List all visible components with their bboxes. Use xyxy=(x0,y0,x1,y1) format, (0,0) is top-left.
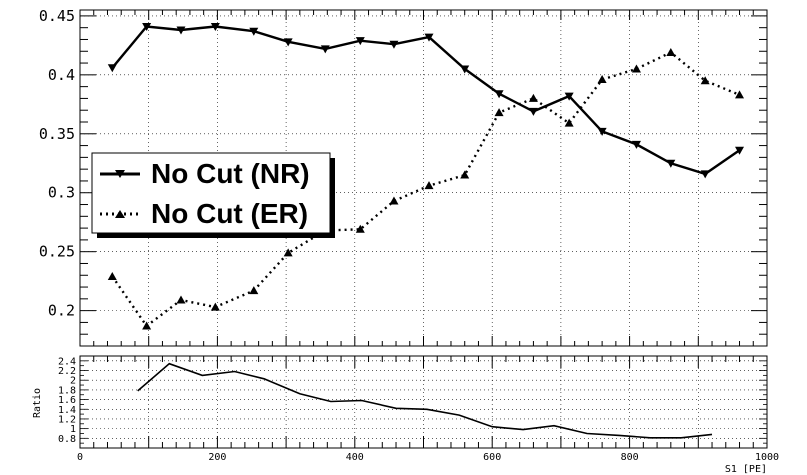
legend-entry-er: No Cut (ER) xyxy=(100,198,308,229)
ratio-plot-ticks: 2.42.221.81.61.41.210.80 200 400 600 800 1000 xyxy=(58,356,779,463)
main-plot-series xyxy=(107,23,745,330)
point-nr xyxy=(700,170,710,179)
ratio-y-tick-label: 2.2 xyxy=(58,366,76,377)
point-nr xyxy=(528,107,538,116)
ratio-series-line xyxy=(137,362,713,439)
ratio-y-tick-label: 1.8 xyxy=(58,385,76,396)
x-axis-label: S1 [PE] xyxy=(725,464,767,475)
y-tick-label: 0.25 xyxy=(39,243,75,261)
point-nr xyxy=(176,26,186,35)
point-nr xyxy=(249,27,259,36)
point-er xyxy=(528,93,538,102)
x-tick-label: 200 xyxy=(208,452,226,463)
ratio-plot-grid xyxy=(80,356,767,448)
legend: No Cut (NR) No Cut (ER) xyxy=(91,152,335,238)
ratio-y-tick-label: 1.2 xyxy=(58,414,76,425)
point-er xyxy=(249,286,259,295)
legend-box xyxy=(91,152,331,234)
point-er xyxy=(666,47,676,56)
point-nr xyxy=(631,140,641,149)
main-plot-ticks: 0.45 0.4 0.35 0.3 0.25 0.2 xyxy=(39,7,767,346)
point-nr xyxy=(210,23,220,32)
point-nr xyxy=(424,33,434,42)
ratio-y-axis-label: Ratio xyxy=(32,388,43,418)
point-er xyxy=(142,321,152,330)
legend-nr-label: No Cut (NR) xyxy=(151,158,310,189)
point-nr xyxy=(320,45,330,54)
point-er xyxy=(700,76,710,85)
point-er xyxy=(389,196,399,205)
point-er xyxy=(283,248,293,257)
point-nr xyxy=(460,65,470,74)
ratio-y-tick-label: 1 xyxy=(70,424,76,435)
point-er xyxy=(107,271,117,280)
ratio-y-tick-label: 1.6 xyxy=(58,395,76,406)
x-tick-label: 400 xyxy=(346,452,364,463)
ratio-plot-series xyxy=(137,362,713,439)
point-nr xyxy=(389,40,399,49)
y-tick-label: 0.45 xyxy=(39,7,75,25)
point-nr xyxy=(564,92,574,101)
main-plot-grid xyxy=(80,10,767,346)
point-er xyxy=(210,302,220,311)
point-nr xyxy=(283,38,293,47)
point-nr xyxy=(355,37,365,46)
point-er xyxy=(176,295,186,304)
point-nr xyxy=(735,146,745,155)
point-er xyxy=(631,64,641,73)
y-tick-label: 0.3 xyxy=(48,184,75,202)
point-er xyxy=(735,90,745,99)
point-er xyxy=(564,118,574,127)
legend-nr-marker xyxy=(115,170,125,178)
ratio-y-tick-label: 1.4 xyxy=(58,405,76,416)
point-nr xyxy=(107,64,117,73)
ratio-y-tick-label: 2 xyxy=(70,376,76,387)
point-er xyxy=(424,181,434,190)
x-tick-label: 800 xyxy=(621,452,639,463)
ratio-plot-panel: 2.42.221.81.61.41.210.80 200 400 600 800 1000… xyxy=(32,355,779,475)
y-tick-label: 0.2 xyxy=(48,302,75,320)
x-tick-label: 600 xyxy=(483,452,501,463)
point-er xyxy=(597,75,607,84)
x-tick-label: 1000 xyxy=(755,452,779,463)
point-er xyxy=(355,224,365,233)
x-tick-label: 0 xyxy=(77,452,83,463)
point-nr xyxy=(142,23,152,32)
point-er xyxy=(494,108,504,117)
point-nr xyxy=(597,127,607,136)
point-nr xyxy=(494,90,504,99)
legend-er-marker xyxy=(115,210,125,218)
y-tick-label: 0.35 xyxy=(39,125,75,143)
y-tick-label: 0.4 xyxy=(48,66,75,84)
ratio-plot-frame xyxy=(79,355,768,449)
main-plot-panel: 0.45 0.4 0.35 0.3 0.25 0.2 xyxy=(39,7,768,347)
legend-er-label: No Cut (ER) xyxy=(151,198,308,229)
point-nr xyxy=(666,159,676,168)
point-er xyxy=(460,170,470,179)
ratio-y-tick-label: 0.8 xyxy=(58,434,76,445)
ratio-y-tick-label: 2.4 xyxy=(58,356,76,367)
series-line-nr xyxy=(111,25,741,176)
legend-entry-nr: No Cut (NR) xyxy=(100,158,310,189)
